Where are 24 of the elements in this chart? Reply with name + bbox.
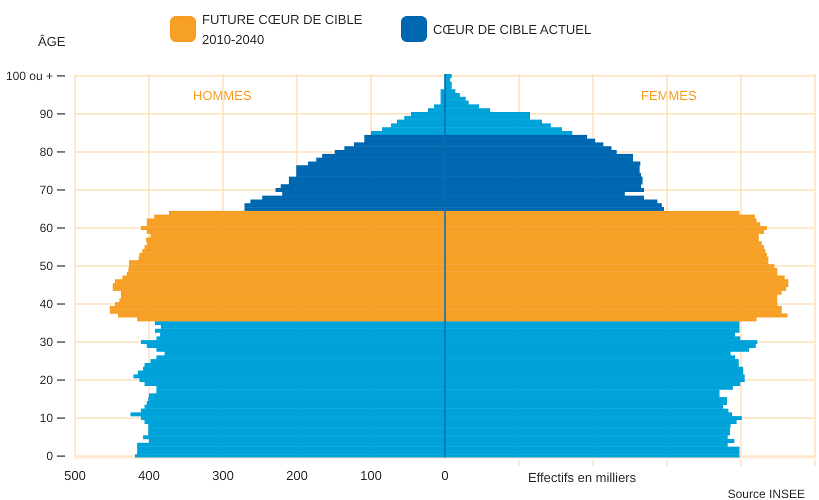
x-tick-label: 500 [64,468,86,483]
x-tick-label: 400 [138,468,160,483]
y-tick-label: 20 [40,373,54,388]
x-axis-title: Effectifs en milliers [528,470,636,485]
y-tick-label: 40 [40,297,54,312]
y-tick-label: 0 [46,449,54,464]
x-tick-label: 300 [212,468,234,483]
annotation: FEMMES [641,88,697,103]
y-tick-label: 10 [40,411,54,426]
annotation: HOMMES [193,88,252,103]
x-tick-label: 200 [286,468,308,483]
x-tick-label: 100 [360,468,382,483]
y-tick-label: 90 [40,106,54,121]
y-axis-title: ÂGE [38,34,66,49]
y-tick-label: 30 [40,335,54,350]
y-tick-label: 50 [40,259,54,273]
y-tick-label: 60 [40,220,54,235]
legend-label: FUTURE CŒUR DE CIBLE 2010-2040 [202,11,364,49]
y-tick-label: 70 [40,182,54,197]
source-note: Source INSEE [728,487,805,500]
y-tick-label: 100 ou + [6,68,53,83]
x-tick-label: 0 [441,468,449,483]
y-tick-label: 80 [40,144,54,159]
legend-label: CŒUR DE CIBLE ACTUEL [433,21,592,39]
